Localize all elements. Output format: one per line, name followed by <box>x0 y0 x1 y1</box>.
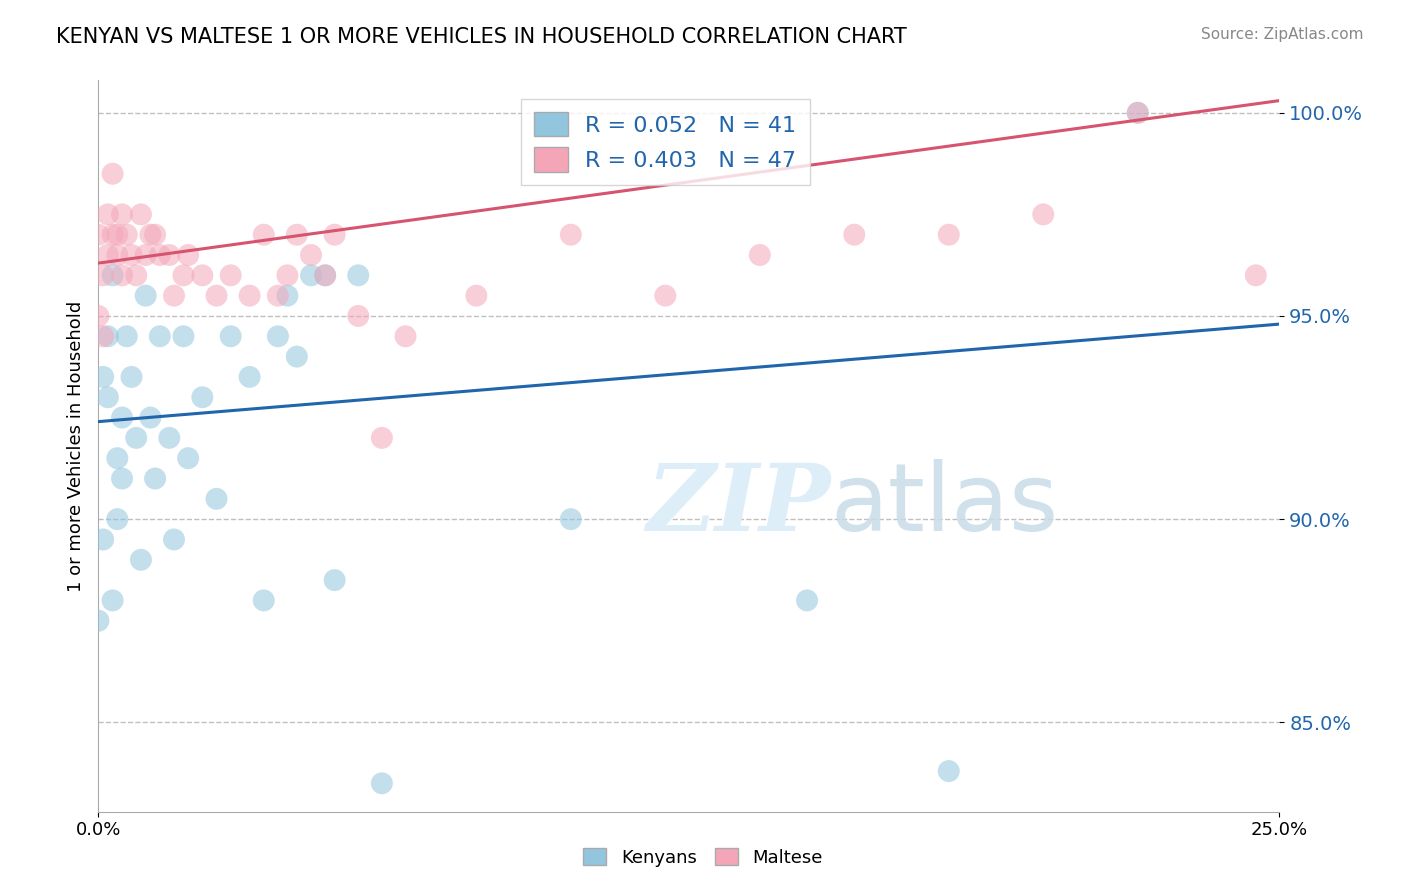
Point <box>101 227 124 242</box>
Point <box>157 248 180 262</box>
Point <box>139 410 162 425</box>
Point <box>121 370 143 384</box>
Point <box>97 248 120 262</box>
Point <box>105 512 128 526</box>
Text: KENYAN VS MALTESE 1 OR MORE VEHICLES IN HOUSEHOLD CORRELATION CHART: KENYAN VS MALTESE 1 OR MORE VEHICLES IN … <box>56 27 907 46</box>
Point <box>276 288 298 302</box>
Point <box>101 167 124 181</box>
Point <box>314 268 336 283</box>
Point <box>205 288 228 302</box>
Point <box>371 776 394 790</box>
Point <box>1032 207 1054 221</box>
Point <box>465 288 488 302</box>
Point <box>111 207 134 221</box>
Point <box>111 471 134 485</box>
Point <box>285 350 308 364</box>
Point <box>796 593 818 607</box>
Point <box>1126 105 1149 120</box>
Point <box>91 329 114 343</box>
Point <box>139 227 162 242</box>
Point <box>191 268 214 283</box>
Point <box>177 451 200 466</box>
Point <box>87 614 110 628</box>
Point <box>163 533 186 547</box>
Point <box>1126 105 1149 120</box>
Point <box>323 227 346 242</box>
Point <box>938 764 960 778</box>
Point <box>143 227 166 242</box>
Point <box>267 288 290 302</box>
Point <box>748 248 770 262</box>
Text: Source: ZipAtlas.com: Source: ZipAtlas.com <box>1201 27 1364 42</box>
Point <box>149 329 172 343</box>
Point <box>560 227 582 242</box>
Point <box>276 268 298 283</box>
Point <box>299 268 322 283</box>
Point <box>97 207 120 221</box>
Point <box>101 268 124 283</box>
Point <box>125 431 148 445</box>
Point <box>394 329 416 343</box>
Point <box>191 390 214 404</box>
Point <box>239 288 262 302</box>
Point <box>371 431 394 445</box>
Y-axis label: 1 or more Vehicles in Household: 1 or more Vehicles in Household <box>66 301 84 591</box>
Point <box>91 370 114 384</box>
Point <box>163 288 186 302</box>
Point <box>115 227 138 242</box>
Legend: Kenyans, Maltese: Kenyans, Maltese <box>575 841 831 874</box>
Point <box>394 817 416 831</box>
Point <box>105 451 128 466</box>
Point <box>1244 268 1267 283</box>
Point <box>105 248 128 262</box>
Point <box>135 288 157 302</box>
Point <box>314 268 336 283</box>
Point <box>844 227 866 242</box>
Point <box>111 410 134 425</box>
Point <box>219 268 242 283</box>
Point <box>125 268 148 283</box>
Point <box>654 288 676 302</box>
Point <box>172 329 194 343</box>
Point <box>560 512 582 526</box>
Point <box>135 248 157 262</box>
Point <box>299 248 322 262</box>
Point <box>157 431 180 445</box>
Point <box>239 370 262 384</box>
Point <box>285 227 308 242</box>
Point <box>143 471 166 485</box>
Text: atlas: atlas <box>831 458 1059 550</box>
Point <box>938 227 960 242</box>
Point <box>177 248 200 262</box>
Point <box>97 390 120 404</box>
Point <box>87 309 110 323</box>
Point <box>111 268 134 283</box>
Point <box>347 309 370 323</box>
Legend: R = 0.052   N = 41, R = 0.403   N = 47: R = 0.052 N = 41, R = 0.403 N = 47 <box>520 99 810 185</box>
Point <box>121 248 143 262</box>
Text: ZIP: ZIP <box>647 459 831 549</box>
Point <box>149 248 172 262</box>
Point <box>91 533 114 547</box>
Point <box>219 329 242 343</box>
Point <box>172 268 194 283</box>
Point <box>129 207 152 221</box>
Point <box>267 329 290 343</box>
Point <box>115 329 138 343</box>
Point <box>101 593 124 607</box>
Point <box>205 491 228 506</box>
Point <box>253 593 276 607</box>
Point <box>129 553 152 567</box>
Point <box>347 268 370 283</box>
Point <box>97 329 120 343</box>
Point <box>91 268 114 283</box>
Point <box>253 227 276 242</box>
Point <box>105 227 128 242</box>
Point <box>323 573 346 587</box>
Point <box>87 227 110 242</box>
